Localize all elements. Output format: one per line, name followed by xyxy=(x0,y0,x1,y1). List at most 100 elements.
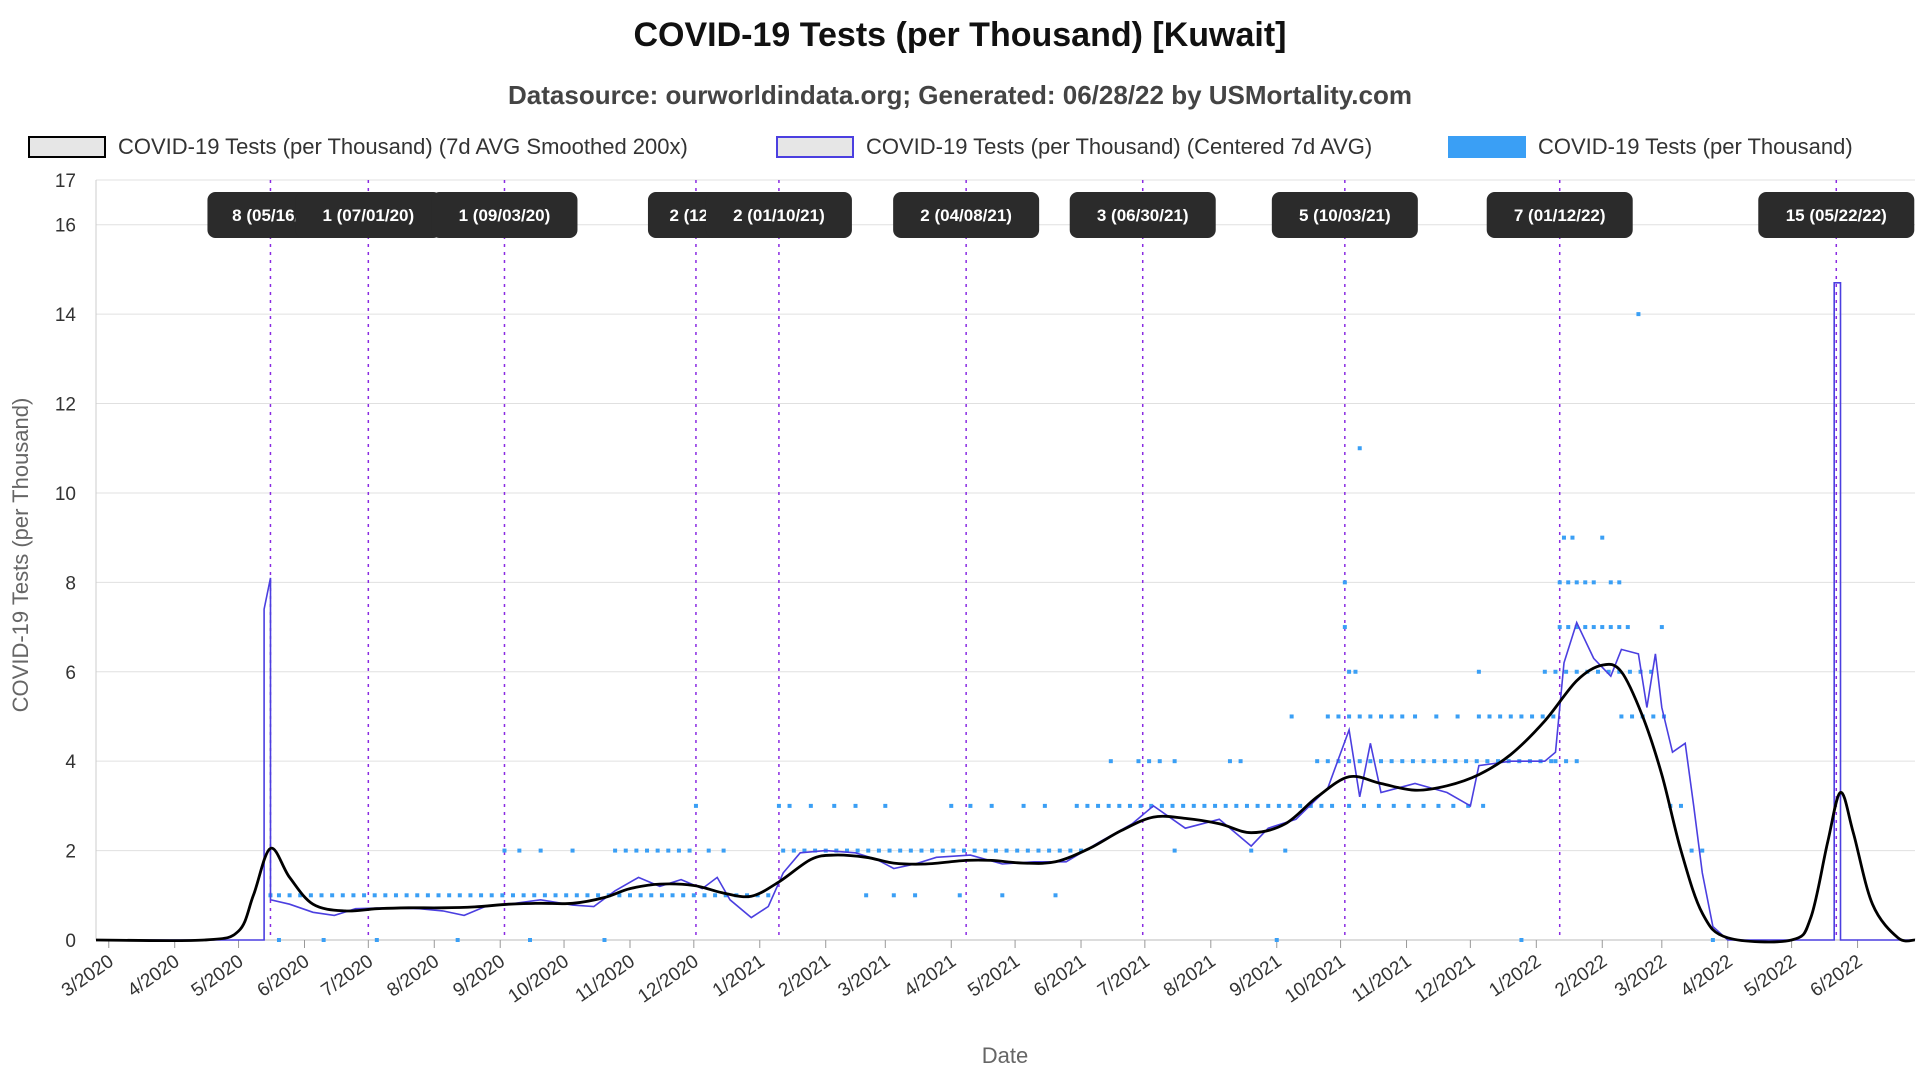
annotation-text: 8 (05/16/2 xyxy=(232,206,309,225)
daily-point xyxy=(510,893,515,898)
daily-point xyxy=(1096,803,1101,808)
x-tick-label: 10/2021 xyxy=(1281,951,1349,1008)
daily-point xyxy=(383,893,388,898)
daily-point xyxy=(502,848,507,853)
daily-point xyxy=(1391,803,1396,808)
x-tick-label: 3/2022 xyxy=(1611,951,1671,1002)
annotation-label: 3 (06/30/21) xyxy=(1069,192,1216,238)
daily-point xyxy=(1330,803,1335,808)
x-tick-label: 3/2020 xyxy=(58,951,118,1002)
daily-point xyxy=(1319,803,1324,808)
daily-point xyxy=(1289,714,1294,719)
daily-point xyxy=(1651,714,1656,719)
y-tick-label: 6 xyxy=(65,663,76,684)
daily-point xyxy=(949,803,954,808)
legend-swatch-daily xyxy=(1448,136,1526,158)
daily-point xyxy=(351,893,356,898)
x-tick-label: 5/2021 xyxy=(964,951,1024,1002)
daily-point xyxy=(1481,803,1486,808)
daily-point xyxy=(1255,803,1260,808)
daily-point xyxy=(853,803,858,808)
y-axis: 0 2 4 6 8 10 12 14 16 17 xyxy=(55,171,77,952)
daily-point xyxy=(866,848,871,853)
daily-point xyxy=(702,893,707,898)
daily-point xyxy=(1413,714,1418,719)
daily-point xyxy=(802,848,807,853)
daily-point xyxy=(951,848,956,853)
daily-point xyxy=(1108,759,1113,764)
annotation-text: 5 (10/03/21) xyxy=(1299,206,1391,225)
daily-point xyxy=(1234,803,1239,808)
daily-point xyxy=(1025,848,1030,853)
x-tick-label: 10/2020 xyxy=(505,951,573,1008)
smoothed-avg-line xyxy=(95,662,1916,944)
daily-point xyxy=(1021,803,1026,808)
daily-point xyxy=(1574,625,1579,630)
daily-point xyxy=(983,848,988,853)
daily-point xyxy=(570,848,575,853)
daily-point xyxy=(1249,848,1254,853)
daily-point xyxy=(1400,759,1405,764)
daily-point xyxy=(500,893,505,898)
daily-point xyxy=(1608,580,1613,585)
daily-point xyxy=(447,893,452,898)
daily-point xyxy=(1608,625,1613,630)
daily-point xyxy=(542,893,547,898)
chart-subtitle: Datasource: ourworldindata.org; Generate… xyxy=(508,80,1412,110)
daily-point xyxy=(1170,803,1175,808)
daily-point xyxy=(1147,759,1152,764)
daily-point xyxy=(1487,714,1492,719)
y-tick-label: 2 xyxy=(65,842,76,863)
daily-point xyxy=(1551,714,1556,719)
daily-point xyxy=(330,893,335,898)
daily-point xyxy=(1600,625,1605,630)
daily-point xyxy=(1149,803,1154,808)
annotation-box xyxy=(1486,192,1633,238)
daily-point xyxy=(1042,803,1047,808)
daily-point xyxy=(1400,714,1405,719)
daily-point xyxy=(1342,625,1347,630)
legend-item-smoothed[interactable]: COVID-19 Tests (per Thousand) (7d AVG Sm… xyxy=(28,130,688,164)
daily-point xyxy=(1274,938,1279,942)
y-tick-label: 4 xyxy=(65,752,76,773)
daily-point xyxy=(538,848,543,853)
daily-point xyxy=(1453,759,1458,764)
daily-point xyxy=(659,893,664,898)
daily-point xyxy=(564,893,569,898)
x-tick-label: 6/2021 xyxy=(1030,951,1090,1002)
annotation-label: 1 (09/03/20) xyxy=(431,192,578,238)
daily-point xyxy=(1432,759,1437,764)
daily-point xyxy=(1557,625,1562,630)
y-tick-label: 14 xyxy=(55,305,77,326)
daily-point xyxy=(1298,803,1303,808)
daily-point xyxy=(425,893,430,898)
legend-item-daily[interactable]: COVID-19 Tests (per Thousand) xyxy=(1448,130,1853,164)
x-tick-label: 2/2021 xyxy=(775,951,835,1002)
daily-point xyxy=(1379,759,1384,764)
annotation-box xyxy=(295,192,442,238)
legend-item-centered[interactable]: COVID-19 Tests (per Thousand) (Centered … xyxy=(776,130,1372,164)
daily-point xyxy=(787,803,792,808)
annotation-box xyxy=(1069,192,1216,238)
daily-point xyxy=(585,893,590,898)
daily-point xyxy=(1106,803,1111,808)
x-tick-label: 9/2020 xyxy=(449,951,509,1002)
daily-point xyxy=(468,893,473,898)
daily-point xyxy=(1678,803,1683,808)
daily-point xyxy=(1442,759,1447,764)
daily-point xyxy=(1619,714,1624,719)
x-tick-label: 9/2021 xyxy=(1226,951,1286,1002)
daily-point xyxy=(1410,759,1415,764)
daily-point xyxy=(415,893,420,898)
x-axis-title: Date xyxy=(982,1043,1028,1068)
daily-point xyxy=(1434,714,1439,719)
y-tick-label: 12 xyxy=(55,395,76,416)
daily-point xyxy=(1455,714,1460,719)
daily-point xyxy=(1127,803,1132,808)
x-tick-label: 1/2022 xyxy=(1486,951,1546,1002)
x-tick-label: 12/2020 xyxy=(634,951,702,1008)
daily-point xyxy=(1325,759,1330,764)
x-tick-label: 4/2022 xyxy=(1677,951,1737,1002)
daily-point xyxy=(1015,848,1020,853)
daily-point xyxy=(1347,759,1352,764)
